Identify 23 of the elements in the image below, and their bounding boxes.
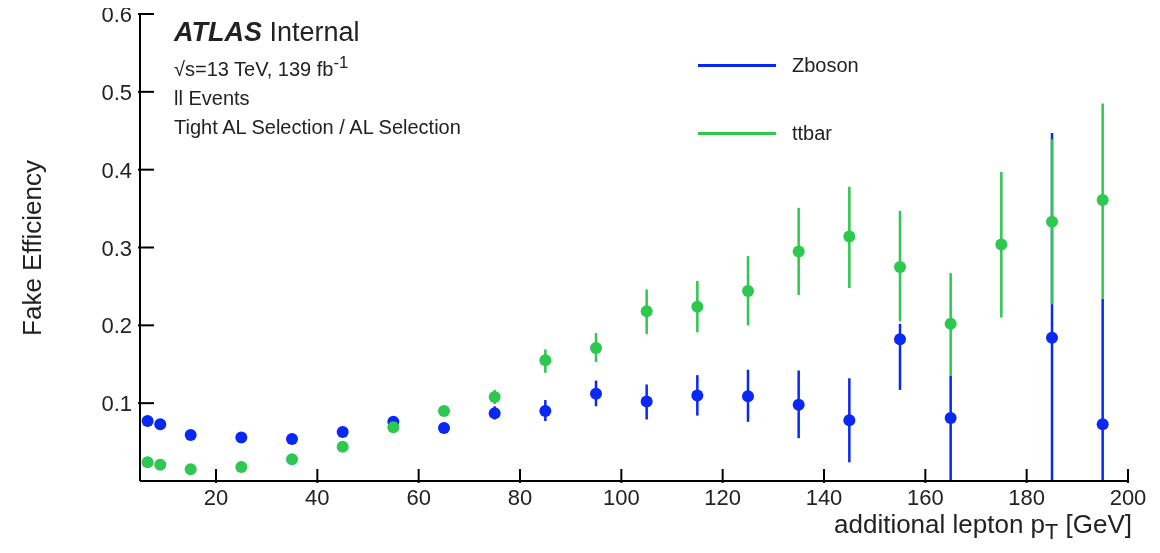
annotation: ATLAS Internal bbox=[174, 16, 361, 48]
y-tick-label: 0.5 bbox=[101, 79, 132, 105]
x-axis-title: additional lepton p$_{T}$ [GeV] bbox=[834, 508, 1132, 545]
x-tick-label: 160 bbox=[906, 485, 944, 510]
annotation: Tight AL Selection / AL Selection bbox=[174, 114, 461, 140]
x-tick-label: 80 bbox=[507, 485, 533, 510]
annotation: √s=13 TeV, 139 fb$^{-1}$ bbox=[174, 52, 350, 82]
legend-label: ttbar bbox=[792, 121, 833, 145]
x-tick-label: 20 bbox=[203, 485, 229, 510]
y-tick-label: 0.1 bbox=[101, 391, 132, 417]
y-tick-label: 0.3 bbox=[101, 235, 132, 261]
legend-label: Zboson bbox=[792, 53, 859, 77]
x-tick-label: 180 bbox=[1008, 485, 1046, 510]
x-tick-label: 200 bbox=[1109, 485, 1147, 510]
x-tick-label: 100 bbox=[602, 485, 640, 510]
x-tick-label: 60 bbox=[406, 485, 431, 510]
x-tick-label: 40 bbox=[305, 485, 330, 510]
x-tick-label: 120 bbox=[704, 485, 742, 510]
y-tick-label: 0.2 bbox=[101, 313, 132, 339]
y-tick-label: 0.4 bbox=[101, 157, 132, 183]
x-tick-label: 140 bbox=[805, 485, 843, 510]
y-axis-title: Fake Efficiency bbox=[16, 159, 48, 336]
annotation: ll Events bbox=[174, 85, 251, 111]
